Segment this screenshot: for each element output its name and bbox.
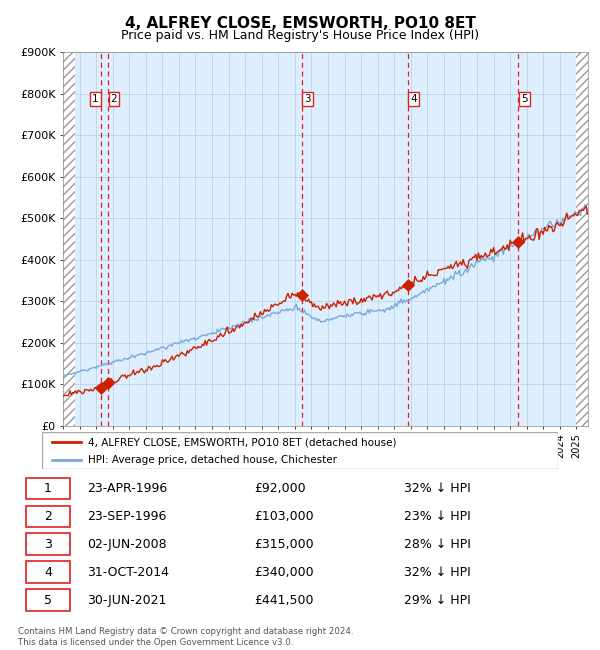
Text: 1: 1 [92, 94, 99, 104]
Text: HPI: Average price, detached house, Chichester: HPI: Average price, detached house, Chic… [88, 455, 337, 465]
Text: 32% ↓ HPI: 32% ↓ HPI [404, 566, 470, 579]
Text: 5: 5 [44, 594, 52, 607]
Text: 4: 4 [410, 94, 417, 104]
Text: 31-OCT-2014: 31-OCT-2014 [87, 566, 169, 579]
FancyBboxPatch shape [26, 506, 70, 527]
Text: 29% ↓ HPI: 29% ↓ HPI [404, 594, 470, 607]
Text: 2: 2 [110, 94, 118, 104]
Text: 2: 2 [44, 510, 52, 523]
Text: £340,000: £340,000 [254, 566, 314, 579]
Text: 1: 1 [44, 482, 52, 495]
Text: 3: 3 [304, 94, 311, 104]
Text: 28% ↓ HPI: 28% ↓ HPI [404, 538, 470, 551]
Text: 23-APR-1996: 23-APR-1996 [87, 482, 167, 495]
FancyBboxPatch shape [26, 534, 70, 555]
FancyBboxPatch shape [26, 478, 70, 499]
Text: 23-SEP-1996: 23-SEP-1996 [87, 510, 166, 523]
FancyBboxPatch shape [42, 432, 558, 469]
FancyBboxPatch shape [26, 562, 70, 583]
Text: 4: 4 [44, 566, 52, 579]
Text: 23% ↓ HPI: 23% ↓ HPI [404, 510, 470, 523]
Text: £92,000: £92,000 [254, 482, 305, 495]
Text: 30-JUN-2021: 30-JUN-2021 [87, 594, 166, 607]
Text: Price paid vs. HM Land Registry's House Price Index (HPI): Price paid vs. HM Land Registry's House … [121, 29, 479, 42]
Text: 4, ALFREY CLOSE, EMSWORTH, PO10 8ET (detached house): 4, ALFREY CLOSE, EMSWORTH, PO10 8ET (det… [88, 437, 397, 447]
FancyBboxPatch shape [26, 590, 70, 611]
Text: £441,500: £441,500 [254, 594, 313, 607]
Text: 5: 5 [521, 94, 527, 104]
Text: Contains HM Land Registry data © Crown copyright and database right 2024.
This d: Contains HM Land Registry data © Crown c… [18, 627, 353, 647]
Text: £103,000: £103,000 [254, 510, 314, 523]
Text: 02-JUN-2008: 02-JUN-2008 [87, 538, 167, 551]
Text: £315,000: £315,000 [254, 538, 314, 551]
Bar [63, 52, 74, 426]
Bar [577, 52, 588, 426]
Text: 3: 3 [44, 538, 52, 551]
Text: 32% ↓ HPI: 32% ↓ HPI [404, 482, 470, 495]
Text: 4, ALFREY CLOSE, EMSWORTH, PO10 8ET: 4, ALFREY CLOSE, EMSWORTH, PO10 8ET [125, 16, 475, 31]
